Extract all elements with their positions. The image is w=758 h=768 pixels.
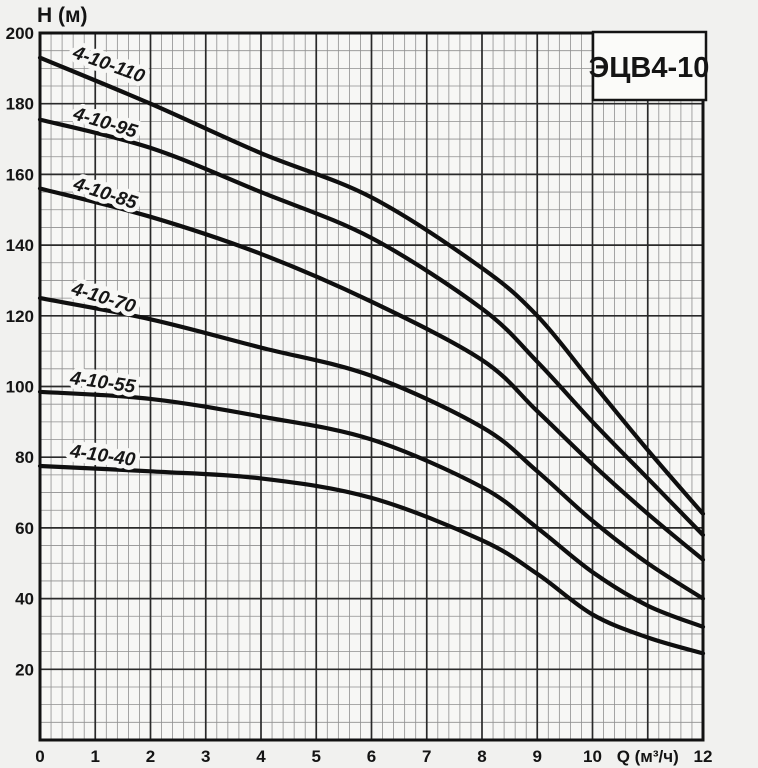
y-axis-title: H (м) — [37, 4, 88, 27]
x-tick-2: 2 — [146, 747, 155, 766]
pump-curves — [37, 55, 706, 656]
y-tick-200: 200 — [6, 24, 34, 43]
x-tick-9: 9 — [533, 747, 542, 766]
y-tick-100: 100 — [6, 378, 34, 397]
pump-curve-4-10-110 — [37, 55, 706, 516]
y-tick-160: 160 — [6, 165, 34, 184]
x-tick-0: 0 — [35, 747, 44, 766]
plot-border — [38, 31, 705, 742]
x-axis-title: Q (м³/ч) — [617, 747, 679, 766]
y-tick-40: 40 — [15, 590, 34, 609]
pump-curve-4-10-40 — [37, 463, 706, 656]
pump-curve-4-10-55 — [37, 389, 706, 629]
pump-curve-4-10-70 — [37, 296, 706, 601]
x-tick-8: 8 — [477, 747, 486, 766]
title-box: ЭЦВ4-10 — [589, 30, 710, 102]
chart-title: ЭЦВ4-10 — [589, 52, 710, 84]
x-tick-5: 5 — [312, 747, 321, 766]
x-tick-4: 4 — [256, 747, 266, 766]
y-tick-20: 20 — [15, 660, 34, 679]
pump-curve-4-10-85 — [37, 186, 706, 562]
y-axis-tick-labels: 20 40 60 80 100 120 140 160 180 200 — [6, 24, 34, 679]
x-tick-6: 6 — [367, 747, 376, 766]
x-tick-1: 1 — [91, 747, 100, 766]
y-tick-60: 60 — [15, 519, 34, 538]
pump-curve-4-10-95 — [37, 117, 706, 538]
x-tick-10: 10 — [583, 747, 602, 766]
y-tick-120: 120 — [6, 307, 34, 326]
y-tick-80: 80 — [15, 448, 34, 467]
y-tick-180: 180 — [6, 95, 34, 114]
x-axis-tick-labels: 0 1 2 3 4 5 6 7 8 9 10 Q (м³/ч) 12 — [35, 747, 712, 766]
x-tick-7: 7 — [422, 747, 431, 766]
x-tick-12: 12 — [694, 747, 713, 766]
y-tick-140: 140 — [6, 236, 34, 255]
title-box-frame — [591, 30, 708, 102]
x-tick-3: 3 — [201, 747, 210, 766]
